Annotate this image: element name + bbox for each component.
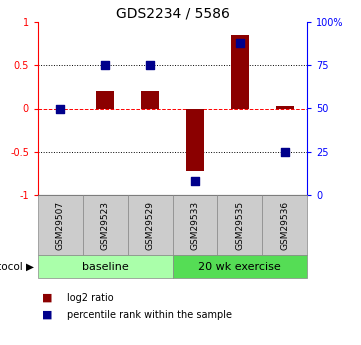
Text: ■: ■ bbox=[42, 293, 52, 303]
Text: GSM29536: GSM29536 bbox=[280, 200, 289, 249]
Point bbox=[237, 40, 243, 46]
Point bbox=[192, 178, 198, 184]
Text: GSM29529: GSM29529 bbox=[145, 200, 155, 249]
Text: GSM29533: GSM29533 bbox=[190, 200, 199, 249]
Text: ■: ■ bbox=[42, 310, 52, 320]
Bar bbox=[141, 91, 159, 108]
Bar bbox=[96, 91, 114, 108]
Text: percentile rank within the sample: percentile rank within the sample bbox=[67, 310, 232, 320]
Text: GSM29535: GSM29535 bbox=[235, 200, 244, 249]
Text: log2 ratio: log2 ratio bbox=[67, 293, 113, 303]
Point bbox=[282, 149, 287, 155]
Text: GSM29523: GSM29523 bbox=[101, 200, 110, 249]
Text: 20 wk exercise: 20 wk exercise bbox=[199, 262, 281, 272]
Bar bbox=[231, 35, 249, 108]
Bar bbox=[275, 106, 293, 108]
Text: baseline: baseline bbox=[82, 262, 129, 272]
Point bbox=[103, 62, 108, 68]
Title: GDS2234 / 5586: GDS2234 / 5586 bbox=[116, 7, 230, 21]
Text: GSM29507: GSM29507 bbox=[56, 200, 65, 249]
Point bbox=[57, 106, 63, 111]
Text: protocol ▶: protocol ▶ bbox=[0, 262, 34, 272]
Point bbox=[147, 62, 153, 68]
Bar bbox=[186, 108, 204, 171]
